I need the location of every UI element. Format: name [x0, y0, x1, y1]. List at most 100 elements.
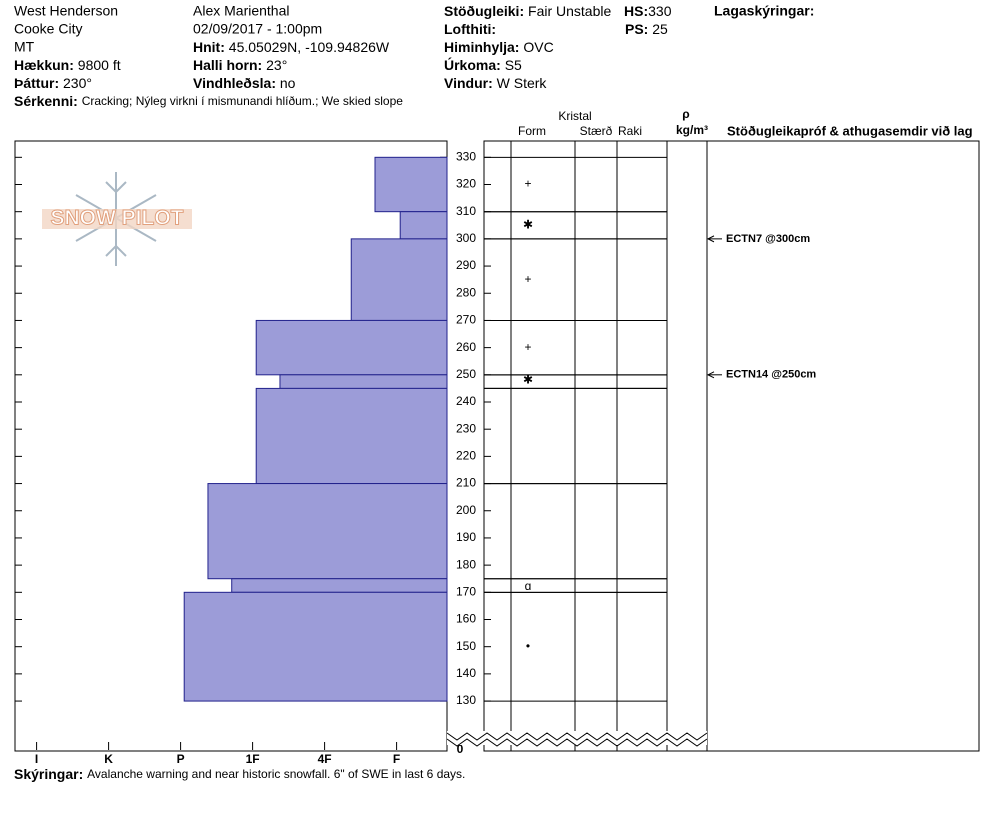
y-tick-label: 290 [456, 258, 476, 272]
city: Cooke City [14, 21, 82, 37]
table-frame [483, 140, 980, 752]
y-tick-label: 230 [456, 421, 476, 435]
logo-band [42, 209, 192, 229]
y-tick-label: 150 [456, 639, 476, 653]
hardness-bar [399, 211, 448, 240]
features: Sérkenni: Cracking; Nýleg virkni í mismu… [14, 93, 403, 109]
y-tick-label: 330 [456, 149, 476, 163]
label: Skýringar: [14, 766, 83, 782]
label: Stöðugleiki: [444, 3, 524, 19]
y-tick-label: 210 [456, 476, 476, 490]
value: 230° [63, 75, 92, 91]
elevation: Hækkun: 9800 ft [14, 57, 121, 73]
test-arrowhead [706, 371, 715, 379]
stability: Stöðugleiki: Fair Unstable [444, 3, 611, 19]
hardness-bar [374, 156, 448, 213]
y-tick-label: 270 [456, 313, 476, 327]
x-tick-label: I [35, 752, 38, 766]
ps: PS: 25 [625, 21, 668, 37]
plot: 130 140 150 160 170 180 190 200 210 220 230 240 250 2… [15, 149, 816, 766]
col-form: Form [518, 124, 546, 138]
test-label: ECTN14 @250cm [726, 369, 816, 381]
table-columns [510, 141, 708, 751]
header: West Henderson Cooke City MT Hækkun: 980… [14, 3, 814, 109]
label: PS: [625, 21, 648, 37]
y-tick-label: 240 [456, 394, 476, 408]
aspect: Þáttur: 230° [14, 75, 92, 91]
y-tick-label: 260 [456, 340, 476, 354]
value: Fair Unstable [528, 3, 611, 19]
x-tick-label: 4F [318, 752, 332, 766]
crystal-form: • [526, 639, 530, 653]
y-tick-label: 310 [456, 204, 476, 218]
coords: Hnit: 45.05029N, -109.94826W [193, 39, 390, 55]
y-tick-label: 300 [456, 231, 476, 245]
hs: HS:330 [624, 3, 672, 19]
crystal-form: + [524, 177, 531, 191]
y-tick-label: 320 [456, 177, 476, 191]
label: Lofthiti: [444, 21, 496, 37]
axis-break [446, 732, 708, 741]
crystal-form: ɑ [525, 579, 532, 593]
label: Halli horn: [193, 57, 262, 73]
hardness-bar [350, 238, 448, 321]
y-tick-label: 200 [456, 503, 476, 517]
label: Sérkenni: [14, 93, 78, 109]
hardness-bar [231, 578, 448, 593]
col-density: ρ [682, 107, 689, 121]
col-tests: Stöðugleikapróf & athugasemdir við lag [727, 123, 973, 138]
hardness-bar [207, 483, 448, 580]
air-temp: Lofthiti: [444, 21, 496, 37]
crystal-form: ✱ [523, 372, 533, 386]
label: Himinhylja: [444, 39, 519, 55]
wind-loading: Vindhleðsla: no [193, 75, 296, 91]
y-tick-label: 250 [456, 367, 476, 381]
logo-text: SNOW PILOT [51, 207, 184, 230]
value: W Sterk [497, 75, 548, 91]
datetime: 02/09/2017 - 1:00pm [193, 21, 322, 37]
slope: Halli horn: 23° [193, 57, 287, 73]
y-tick-label: 180 [456, 557, 476, 571]
y-tick-label: 160 [456, 612, 476, 626]
x-tick-label: K [104, 752, 113, 766]
y-tick-label: 170 [456, 584, 476, 598]
col-crystal: Kristal [558, 109, 591, 123]
crystal-form: ✱ [523, 217, 533, 231]
value: Avalanche warning and near historic snow… [87, 767, 465, 781]
precip: Úrkoma: S5 [444, 56, 522, 73]
value: no [280, 75, 296, 91]
x-tick-label: P [177, 752, 185, 766]
y-tick-label: 190 [456, 530, 476, 544]
test-label: ECTN7 @300cm [726, 233, 810, 245]
value: 25 [652, 21, 668, 37]
y-tick-label: 130 [456, 693, 476, 707]
axis-break [446, 738, 708, 747]
value: 23° [266, 57, 287, 73]
hardness-bar [255, 319, 448, 376]
label: Þáttur: [14, 75, 59, 91]
x-tick-label: 1F [246, 752, 260, 766]
label: Hækkun: [14, 57, 74, 73]
notes: Skýringar: Avalanche warning and near hi… [14, 766, 465, 782]
wind: Vindur: W Sterk [444, 75, 547, 91]
label: Hnit: [193, 39, 225, 55]
state: MT [14, 39, 35, 55]
crystal-form: + [524, 340, 531, 354]
label: HS: [624, 3, 648, 19]
label: Vindur: [444, 75, 493, 91]
y-tick-label: 220 [456, 449, 476, 463]
x-tick-label: F [393, 752, 400, 766]
sky: Himinhylja: OVC [444, 39, 554, 55]
label: Úrkoma: [444, 56, 501, 73]
value: 9800 ft [78, 57, 121, 73]
y-tick-label: 140 [456, 666, 476, 680]
value: 330 [648, 3, 672, 19]
layer-notes: Lagaskýringar: [714, 3, 814, 19]
hardness-bar [279, 374, 448, 389]
hardness-bar [183, 591, 448, 702]
col-moisture: Raki [618, 124, 642, 138]
hardness-bar [255, 387, 448, 485]
crystal-form: + [524, 272, 531, 286]
axis-break-mask [447, 731, 707, 745]
